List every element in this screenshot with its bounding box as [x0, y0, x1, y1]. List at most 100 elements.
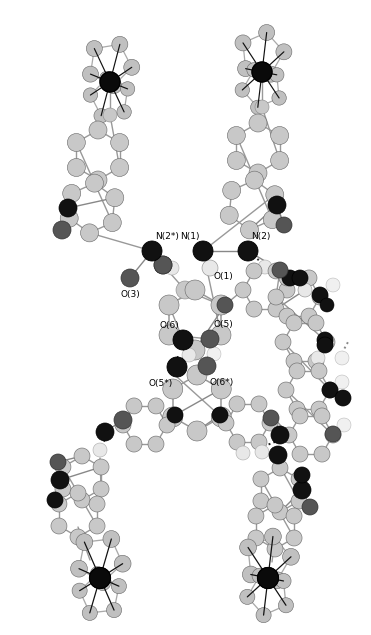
Circle shape	[227, 126, 245, 145]
Circle shape	[236, 446, 250, 460]
Circle shape	[322, 382, 338, 398]
Circle shape	[289, 363, 305, 379]
Circle shape	[111, 159, 129, 177]
Circle shape	[76, 533, 93, 551]
Circle shape	[302, 499, 318, 515]
Circle shape	[268, 289, 284, 305]
Circle shape	[94, 109, 108, 123]
Circle shape	[120, 82, 135, 96]
Circle shape	[163, 407, 183, 427]
Circle shape	[163, 379, 183, 399]
Circle shape	[165, 261, 179, 275]
Circle shape	[272, 504, 288, 520]
Circle shape	[74, 492, 90, 508]
Circle shape	[148, 436, 164, 452]
Circle shape	[72, 583, 87, 598]
Circle shape	[267, 497, 283, 513]
Circle shape	[237, 61, 254, 77]
Text: O(1): O(1)	[213, 272, 233, 281]
Circle shape	[276, 44, 292, 60]
Circle shape	[255, 445, 269, 459]
Circle shape	[268, 263, 284, 279]
Circle shape	[312, 287, 328, 303]
Circle shape	[187, 365, 207, 385]
Circle shape	[246, 263, 262, 279]
Circle shape	[278, 382, 294, 398]
Circle shape	[167, 357, 187, 377]
Circle shape	[106, 77, 122, 94]
Circle shape	[325, 427, 341, 443]
Circle shape	[319, 334, 335, 350]
Circle shape	[83, 88, 98, 102]
Circle shape	[317, 337, 333, 353]
Circle shape	[263, 66, 279, 82]
Circle shape	[335, 390, 351, 406]
Circle shape	[100, 72, 120, 92]
Circle shape	[257, 568, 279, 589]
Circle shape	[248, 530, 264, 546]
Circle shape	[320, 298, 334, 312]
Circle shape	[269, 446, 287, 464]
Circle shape	[335, 351, 349, 365]
Circle shape	[154, 256, 172, 274]
Circle shape	[271, 426, 289, 444]
Circle shape	[291, 471, 307, 487]
Circle shape	[59, 199, 77, 217]
Circle shape	[89, 121, 107, 139]
Circle shape	[185, 280, 205, 300]
Circle shape	[252, 62, 272, 82]
Circle shape	[257, 568, 279, 589]
Circle shape	[258, 260, 272, 274]
Circle shape	[335, 375, 349, 389]
Circle shape	[53, 221, 71, 239]
Circle shape	[255, 100, 269, 114]
Circle shape	[212, 407, 228, 423]
Circle shape	[47, 492, 63, 508]
Circle shape	[159, 417, 175, 433]
Circle shape	[148, 398, 164, 414]
Circle shape	[283, 549, 299, 565]
Circle shape	[117, 105, 131, 119]
Circle shape	[311, 363, 327, 379]
Circle shape	[89, 568, 111, 589]
Text: N(1): N(1)	[181, 232, 200, 241]
Circle shape	[111, 133, 129, 152]
Circle shape	[103, 531, 120, 547]
Circle shape	[82, 66, 98, 82]
Circle shape	[198, 357, 216, 375]
Circle shape	[103, 213, 121, 232]
Circle shape	[251, 396, 267, 412]
Circle shape	[279, 282, 295, 298]
Circle shape	[278, 598, 293, 613]
Circle shape	[272, 460, 288, 476]
Circle shape	[93, 459, 109, 475]
Circle shape	[63, 184, 81, 203]
Circle shape	[99, 71, 114, 86]
Circle shape	[275, 334, 291, 350]
Circle shape	[337, 418, 351, 432]
Circle shape	[308, 353, 324, 369]
Circle shape	[211, 407, 231, 427]
Circle shape	[240, 221, 259, 239]
Circle shape	[187, 421, 207, 441]
Circle shape	[207, 347, 221, 361]
Circle shape	[115, 417, 131, 433]
Circle shape	[242, 566, 259, 583]
Circle shape	[121, 269, 139, 287]
Circle shape	[292, 270, 308, 286]
Circle shape	[292, 446, 308, 462]
Circle shape	[317, 332, 333, 348]
Circle shape	[229, 396, 245, 412]
Circle shape	[252, 62, 272, 82]
Circle shape	[250, 100, 265, 114]
Circle shape	[167, 407, 183, 423]
Circle shape	[154, 256, 172, 274]
Circle shape	[249, 114, 267, 132]
Circle shape	[246, 171, 263, 189]
Circle shape	[279, 308, 295, 324]
Circle shape	[286, 530, 302, 546]
Circle shape	[248, 508, 264, 524]
Circle shape	[176, 281, 194, 299]
Circle shape	[271, 152, 289, 170]
Circle shape	[100, 72, 120, 92]
